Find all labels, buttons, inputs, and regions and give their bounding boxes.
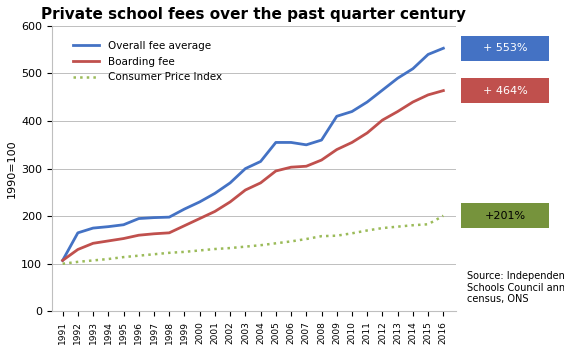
Boarding fee (227, 200, 233, 204)
Boarding fee (196, 217, 203, 221)
Overall fee average (349, 110, 355, 114)
Boarding fee (59, 258, 66, 263)
Overall fee average (120, 223, 127, 227)
Boarding fee (394, 110, 401, 114)
Consumer Price Index (135, 253, 142, 258)
Consumer Price Index (242, 245, 249, 249)
Overall fee average (318, 138, 325, 142)
Boarding fee (166, 231, 173, 235)
Overall fee average (196, 200, 203, 204)
Boarding fee (257, 181, 264, 185)
Consumer Price Index (151, 252, 157, 256)
Boarding fee (440, 88, 447, 93)
Consumer Price Index (303, 237, 310, 241)
Consumer Price Index (364, 229, 371, 233)
Overall fee average (166, 215, 173, 219)
Boarding fee (409, 100, 416, 104)
Boarding fee (425, 93, 431, 97)
Consumer Price Index (212, 247, 218, 251)
Boarding fee (333, 147, 340, 152)
Boarding fee (151, 232, 157, 236)
Overall fee average (90, 226, 96, 230)
Boarding fee (349, 140, 355, 145)
Text: +201%: +201% (484, 211, 526, 221)
Text: + 553%: + 553% (483, 43, 527, 53)
Overall fee average (59, 258, 66, 263)
Boarding fee (303, 164, 310, 168)
Consumer Price Index (59, 261, 66, 266)
Y-axis label: 1990=100: 1990=100 (7, 139, 17, 198)
Consumer Price Index (227, 246, 233, 250)
Line: Overall fee average: Overall fee average (63, 48, 443, 260)
Boarding fee (181, 224, 188, 228)
Consumer Price Index (120, 255, 127, 259)
Consumer Price Index (394, 225, 401, 229)
Overall fee average (212, 191, 218, 196)
Line: Boarding fee: Boarding fee (63, 91, 443, 260)
Overall fee average (257, 159, 264, 164)
Overall fee average (303, 143, 310, 147)
Boarding fee (105, 239, 112, 243)
Consumer Price Index (90, 258, 96, 263)
Consumer Price Index (333, 233, 340, 238)
Consumer Price Index (409, 223, 416, 227)
Consumer Price Index (105, 257, 112, 261)
Boarding fee (242, 188, 249, 192)
Overall fee average (105, 225, 112, 229)
Boarding fee (364, 131, 371, 135)
Overall fee average (74, 231, 81, 235)
Overall fee average (288, 140, 294, 145)
Consumer Price Index (288, 239, 294, 244)
Boarding fee (90, 241, 96, 245)
Boarding fee (272, 169, 279, 173)
Legend: Overall fee average, Boarding fee, Consumer Price Index: Overall fee average, Boarding fee, Consu… (69, 37, 226, 87)
Overall fee average (135, 217, 142, 221)
Consumer Price Index (181, 250, 188, 254)
Title: Private school fees over the past quarter century: Private school fees over the past quarte… (41, 7, 466, 22)
Consumer Price Index (318, 234, 325, 238)
Boarding fee (74, 247, 81, 252)
Boarding fee (120, 237, 127, 241)
Overall fee average (394, 76, 401, 80)
Consumer Price Index (440, 214, 447, 218)
Consumer Price Index (74, 260, 81, 264)
Consumer Price Index (257, 243, 264, 247)
Overall fee average (227, 181, 233, 185)
Consumer Price Index (379, 226, 386, 230)
Overall fee average (425, 52, 431, 57)
Consumer Price Index (272, 241, 279, 245)
Boarding fee (135, 233, 142, 237)
Overall fee average (364, 100, 371, 104)
Overall fee average (409, 67, 416, 71)
Overall fee average (181, 207, 188, 211)
Line: Consumer Price Index: Consumer Price Index (63, 216, 443, 264)
Boarding fee (318, 158, 325, 162)
Consumer Price Index (425, 222, 431, 226)
Boarding fee (212, 209, 218, 213)
Overall fee average (440, 46, 447, 50)
Consumer Price Index (166, 251, 173, 255)
Overall fee average (333, 114, 340, 118)
Overall fee average (272, 140, 279, 145)
Overall fee average (379, 88, 386, 92)
Consumer Price Index (196, 249, 203, 253)
Text: Source: Independent
Schools Council annual
census, ONS: Source: Independent Schools Council annu… (467, 271, 564, 304)
Text: + 464%: + 464% (483, 86, 527, 95)
Boarding fee (288, 165, 294, 169)
Consumer Price Index (349, 231, 355, 236)
Overall fee average (242, 166, 249, 171)
Boarding fee (379, 118, 386, 122)
Overall fee average (151, 216, 157, 220)
